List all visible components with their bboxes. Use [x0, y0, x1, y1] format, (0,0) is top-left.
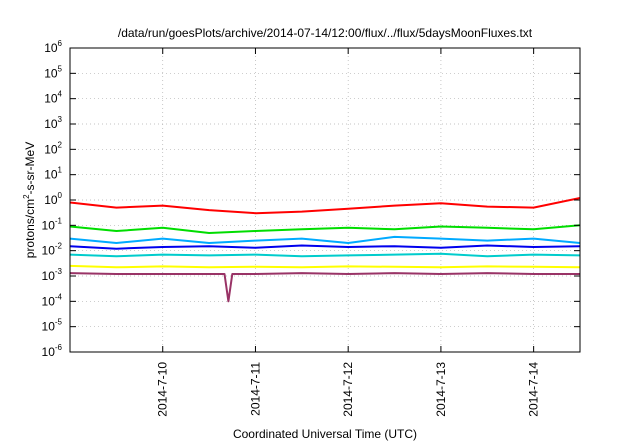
y-tick-base: 10	[42, 244, 56, 258]
y-tick-base: 10	[44, 41, 58, 55]
series-line-4	[70, 244, 580, 250]
y-tick-base: 10	[44, 193, 58, 207]
x-tick-label: 2014-7-13	[434, 362, 448, 417]
x-tick-label: 2014-7-10	[156, 362, 170, 417]
y-tick-base: 10	[44, 117, 58, 131]
y-tick-label: 106	[44, 39, 62, 55]
y-tick-exponent: -3	[55, 267, 63, 276]
y-tick-label: 104	[44, 90, 62, 106]
y-tick-label: 105	[44, 64, 62, 80]
y-tick-exponent: 3	[58, 115, 63, 124]
x-tick-label: 2014-7-14	[527, 362, 541, 417]
y-tick-base: 10	[44, 168, 58, 182]
y-tick-exponent: -1	[55, 216, 63, 225]
series-line-7	[70, 272, 580, 303]
y-tick-exponent: -5	[55, 318, 63, 327]
y-tick-label: 102	[44, 140, 62, 156]
series-line-6	[70, 264, 580, 269]
y-axis-ticks: 10-610-510-410-310-210-11001011021031041…	[42, 39, 580, 359]
y-axis-label-post: -s-sr-MeV	[23, 142, 37, 195]
y-tick-base: 10	[42, 345, 56, 359]
y-tick-exponent: 5	[58, 64, 63, 73]
y-tick-label: 10-5	[42, 318, 63, 334]
x-axis-ticks: 2014-7-10 2014-7-11 2014-7-12 2014-7-13 2014…	[156, 48, 541, 417]
y-tick-exponent: 4	[58, 90, 63, 99]
y-tick-label: 10-2	[42, 242, 63, 258]
y-axis-label-pre: protons/cm	[23, 199, 37, 258]
x-axis-label: Coordinated Universal Time (UTC)	[233, 427, 417, 441]
grid	[70, 48, 580, 352]
y-tick-base: 10	[44, 142, 58, 156]
y-axis-label: protons/cm2-s-sr-MeV	[22, 142, 37, 258]
y-tick-label: 101	[44, 166, 62, 182]
y-tick-label: 10-6	[42, 343, 63, 359]
y-tick-label: 10-1	[42, 216, 63, 232]
series-line-3	[70, 235, 580, 244]
y-tick-base: 10	[44, 66, 58, 80]
x-tick-label: 2014-7-12	[341, 362, 355, 417]
x-tick-label: 2014-7-11	[248, 362, 262, 416]
series-line-2	[70, 224, 580, 234]
series-layer	[70, 197, 580, 303]
y-tick-exponent: 1	[58, 166, 63, 175]
y-tick-base: 10	[42, 269, 56, 283]
y-axis-label-sup: 2	[22, 194, 31, 199]
series-line-5	[70, 252, 580, 258]
y-tick-exponent: 6	[58, 39, 63, 48]
y-tick-base: 10	[42, 294, 56, 308]
y-tick-exponent: -2	[55, 242, 63, 251]
y-tick-exponent: 2	[58, 140, 63, 149]
y-tick-label: 100	[44, 191, 62, 207]
y-tick-label: 103	[44, 115, 62, 131]
y-tick-label: 10-4	[42, 292, 63, 308]
y-tick-base: 10	[44, 92, 58, 106]
chart-title: /data/run/goesPlots/archive/2014-07-14/1…	[118, 26, 533, 40]
y-tick-exponent: 0	[58, 191, 63, 200]
series-line-1	[70, 197, 580, 215]
y-tick-base: 10	[42, 218, 56, 232]
y-tick-exponent: -4	[55, 292, 63, 301]
y-tick-label: 10-3	[42, 267, 63, 283]
y-tick-exponent: -6	[55, 343, 63, 352]
y-tick-base: 10	[42, 320, 56, 334]
